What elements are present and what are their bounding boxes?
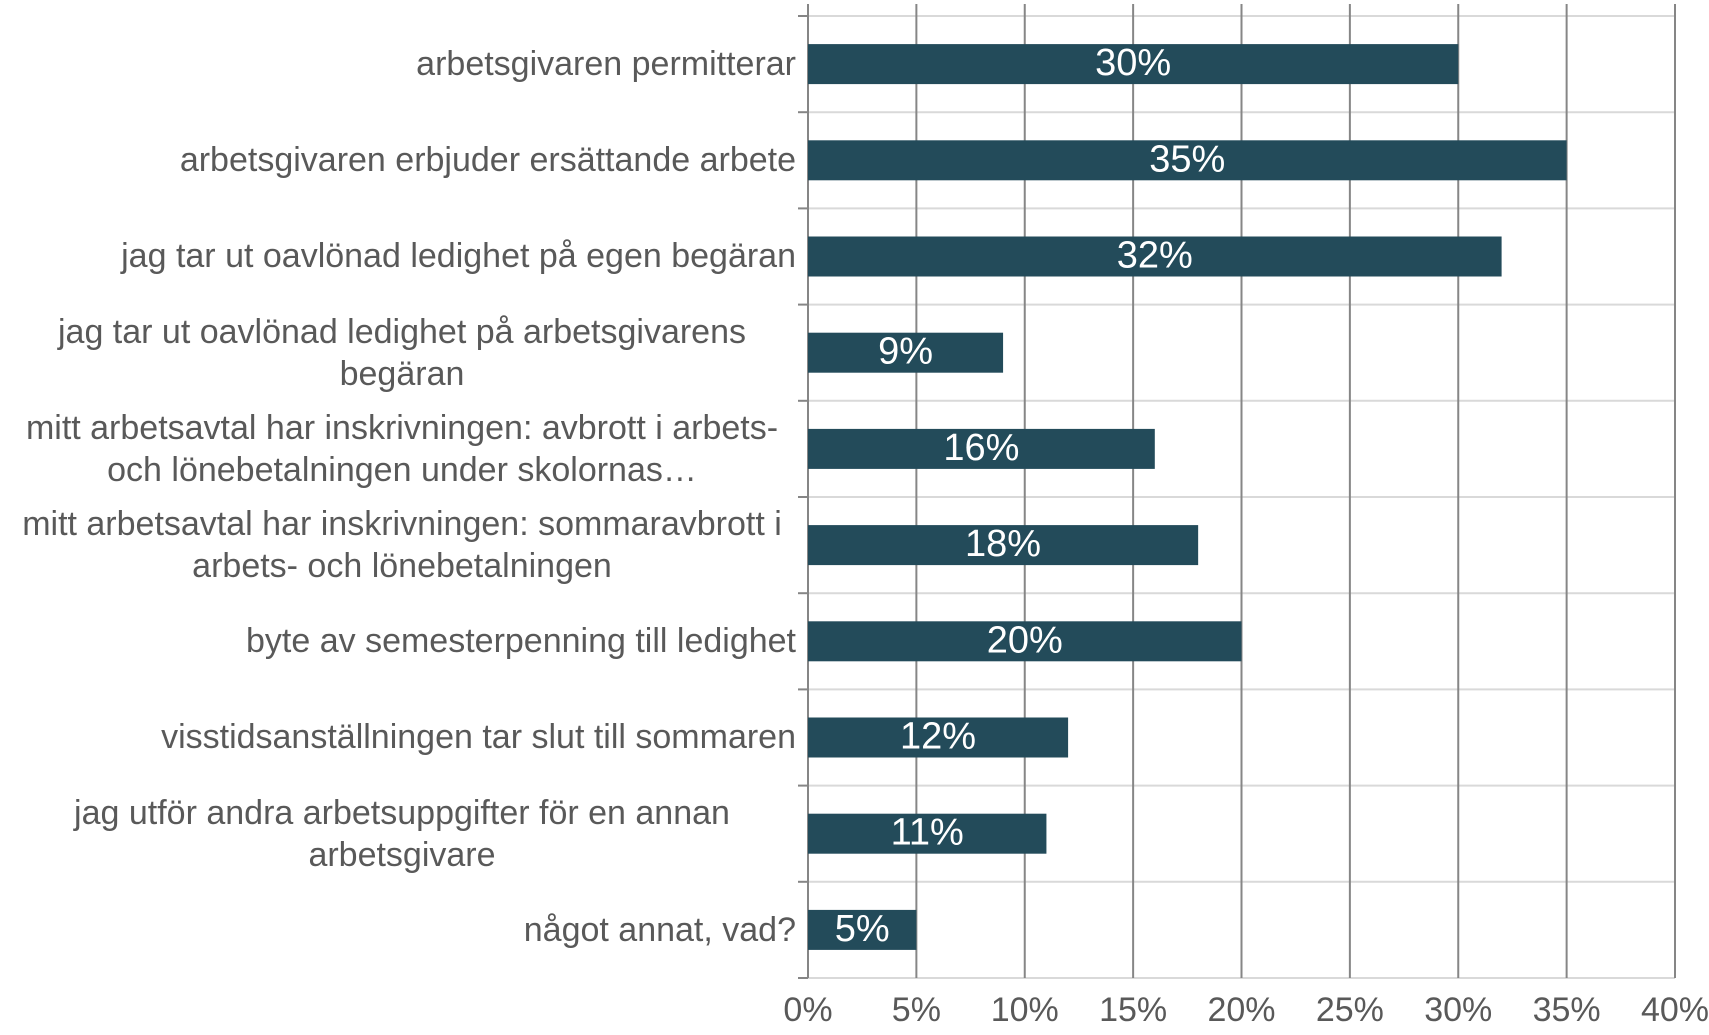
bar [808,44,1459,85]
value-label: 35% [1149,138,1225,180]
category-label: jag tar ut oavlönad ledighet på arbetsgi… [57,312,747,393]
category-label: något annat, vad? [523,910,796,949]
x-tick-label: 30% [1424,991,1492,1029]
bar [808,140,1567,181]
category-label-box: jag utför andra arbetsuppgifter för en a… [8,786,796,882]
bar [808,813,1047,854]
bar [808,717,1069,758]
bar [808,525,1199,566]
value-label: 32% [1117,235,1193,277]
value-label: 30% [1095,42,1171,84]
category-label-box: mitt arbetsavtal har inskrivningen: avbr… [8,401,796,497]
category-label: jag utför andra arbetsuppgifter för en a… [74,793,730,874]
value-label: 18% [965,523,1041,565]
category-label: jag tar ut oavlönad ledighet på egen beg… [121,237,796,276]
category-label-box: arbetsgivaren permitterar [8,16,796,112]
value-label: 9% [878,331,933,373]
category-label-box: byte av semesterpenning till ledighet [8,593,796,689]
category-label-box: mitt arbetsavtal har inskrivningen: somm… [8,497,796,593]
x-tick-label: 25% [1316,991,1384,1029]
value-label: 16% [943,427,1019,469]
category-label: visstidsanställningen tar slut till somm… [161,718,796,757]
x-tick-label: 0% [783,991,832,1029]
value-label: 5% [835,908,890,950]
bar [808,621,1242,662]
x-tick-label: 20% [1207,991,1275,1029]
category-label-box: arbetsgivaren erbjuder ersättande arbete [8,112,796,208]
category-label: byte av semesterpenning till ledighet [246,622,796,661]
bar [808,332,1004,373]
bar [808,236,1502,277]
bar [808,909,917,950]
category-label: arbetsgivaren permitterar [416,45,796,84]
category-label: mitt arbetsavtal har inskrivningen: somm… [22,505,782,586]
x-tick-label: 10% [991,991,1059,1029]
x-tick-label: 40% [1641,991,1709,1029]
category-label-box: jag tar ut oavlönad ledighet på arbetsgi… [8,305,796,401]
category-label: mitt arbetsavtal har inskrivningen: avbr… [25,408,779,489]
category-label: arbetsgivaren erbjuder ersättande arbete [179,141,796,180]
value-label: 12% [900,716,976,758]
bar [808,428,1155,469]
value-label: 11% [891,812,964,854]
x-tick-label: 5% [892,991,941,1029]
category-label-box: visstidsanställningen tar slut till somm… [8,689,796,785]
category-label-box: jag tar ut oavlönad ledighet på egen beg… [8,208,796,304]
x-tick-label: 15% [1099,991,1167,1029]
category-label-box: något annat, vad? [8,882,796,978]
value-label: 20% [987,619,1063,661]
x-tick-label: 35% [1533,991,1601,1029]
